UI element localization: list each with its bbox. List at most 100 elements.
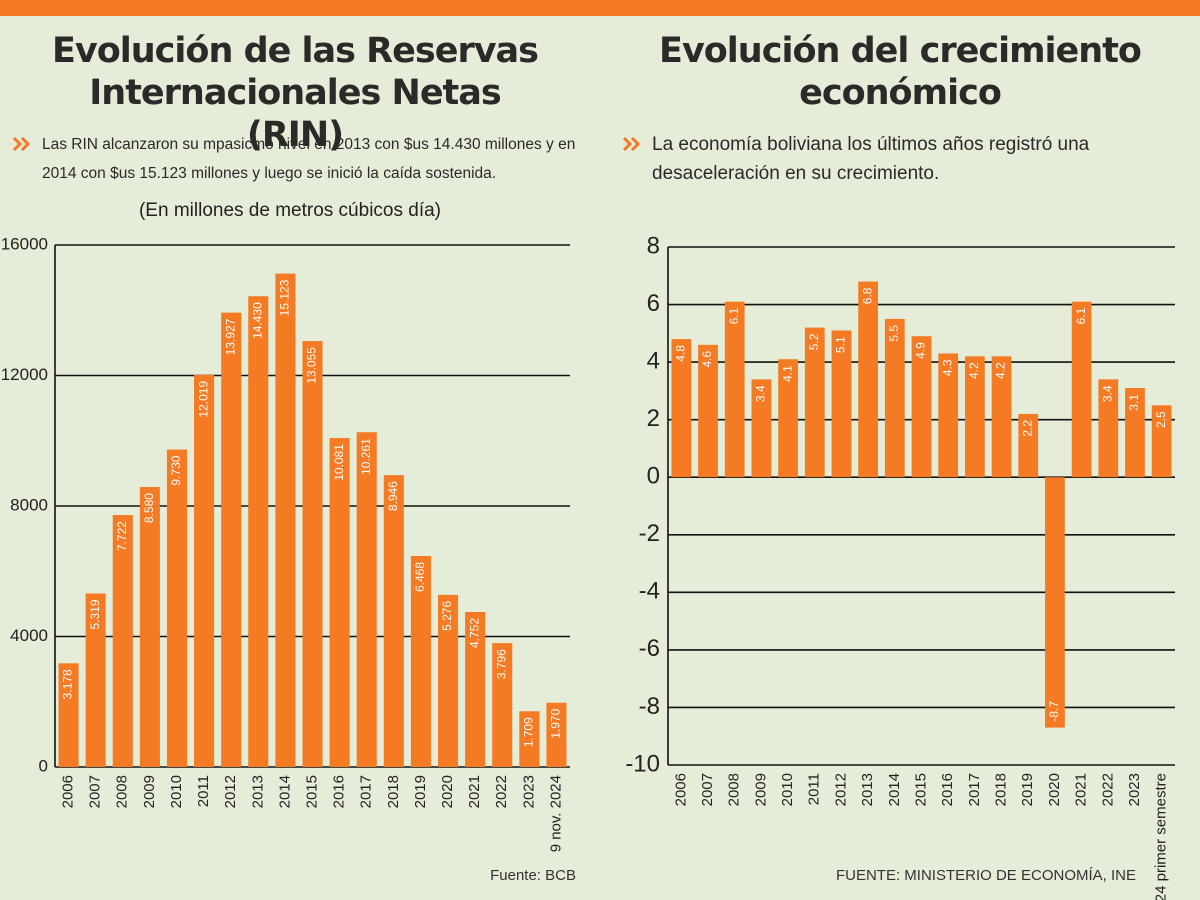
bar xyxy=(465,611,486,767)
x-tick-label: 2023 xyxy=(1126,773,1143,806)
x-tick-label: 2019 xyxy=(1019,773,1036,806)
value-label: 15.123 xyxy=(278,279,292,316)
x-tick-label: 2010 xyxy=(168,775,185,808)
bar xyxy=(302,341,323,767)
bar xyxy=(437,594,459,767)
bar xyxy=(751,379,772,478)
value-label: 4.6 xyxy=(700,351,714,368)
value-label: 4.2 xyxy=(994,362,1008,379)
bar xyxy=(991,356,1012,478)
value-label: 8.946 xyxy=(386,481,400,511)
y-tick-label: 2 xyxy=(647,405,660,432)
bar xyxy=(410,555,431,767)
bar xyxy=(831,330,852,478)
bar xyxy=(1151,405,1172,478)
x-tick-label: 2020 xyxy=(1046,773,1063,806)
bar xyxy=(698,344,718,478)
x-tick-label: 2010 xyxy=(779,773,796,806)
value-label: 5.319 xyxy=(88,599,102,629)
value-label: 5.2 xyxy=(807,333,821,350)
x-tick-label: 2017 xyxy=(358,775,375,808)
value-label: 3.4 xyxy=(1100,385,1114,402)
x-tick-label: 2019 xyxy=(412,775,429,808)
x-tick-label: 2017 xyxy=(966,773,983,806)
y-tick-label: -4 xyxy=(639,578,660,605)
bar xyxy=(884,318,905,478)
bar xyxy=(166,449,188,767)
bar xyxy=(329,438,350,767)
x-tick-label: 2023 xyxy=(520,775,537,808)
x-tick-label: 2020 xyxy=(439,775,456,808)
x-tick-label: 2021 xyxy=(466,775,483,808)
x-tick-label: 2015 xyxy=(912,773,929,806)
bar xyxy=(911,336,932,478)
value-label: 1.970 xyxy=(549,708,563,738)
value-label: 4.8 xyxy=(674,345,688,362)
value-label: 5.276 xyxy=(440,601,454,631)
value-label: 4.9 xyxy=(914,342,928,359)
value-label: 6.468 xyxy=(413,562,427,592)
y-tick-label: 4000 xyxy=(10,626,48,645)
x-tick-label: 2024 primer semestre xyxy=(1153,773,1170,900)
value-label: 3.796 xyxy=(494,649,508,679)
value-label: 2.2 xyxy=(1020,420,1034,437)
value-label: 6.8 xyxy=(860,287,874,304)
bar xyxy=(383,475,404,767)
x-tick-label: 9 nov. 2024 xyxy=(547,775,564,852)
x-tick-label: 2022 xyxy=(1099,773,1116,806)
bar xyxy=(492,643,513,767)
value-label: 10.081 xyxy=(332,444,346,481)
x-tick-label: 2011 xyxy=(195,775,212,807)
x-tick-label: 2006 xyxy=(672,773,689,806)
value-label: 1.709 xyxy=(522,717,536,747)
value-label: 10.261 xyxy=(359,438,373,475)
x-tick-label: 2015 xyxy=(303,775,320,808)
bar xyxy=(724,301,745,478)
subtitle-text: Las RIN alcanzaron su mpasicmo nivel en … xyxy=(42,136,576,182)
y-tick-label: -2 xyxy=(639,520,660,547)
value-label: 4.2 xyxy=(967,362,981,379)
value-label: 9.730 xyxy=(169,455,183,485)
value-label: 3.4 xyxy=(754,385,768,402)
bar xyxy=(778,359,798,478)
x-tick-label: 2008 xyxy=(114,775,131,808)
x-tick-label: 2008 xyxy=(726,773,743,806)
chevrons xyxy=(622,136,641,152)
value-label: 13.055 xyxy=(305,347,319,384)
source: FUENTE: MINISTERIO DE ECONOMÍA, INE xyxy=(836,867,1136,884)
x-tick-label: 2012 xyxy=(222,775,239,808)
value-label: -8.7 xyxy=(1047,701,1061,722)
x-tick-label: 2011 xyxy=(806,773,823,805)
x-tick-label: 2012 xyxy=(832,773,849,806)
x-tick-label: 2013 xyxy=(859,773,876,806)
bar xyxy=(1098,379,1119,478)
bar xyxy=(194,374,215,767)
x-tick-label: 2009 xyxy=(752,773,769,806)
bar xyxy=(1018,413,1039,478)
subtitle-text: La economía boliviana los últimos años r… xyxy=(652,134,1090,184)
x-tick-label: 2021 xyxy=(1073,773,1090,806)
y-tick-label: 12000 xyxy=(1,365,48,384)
value-label: 8.580 xyxy=(142,493,156,523)
x-tick-label: 2007 xyxy=(87,775,104,808)
bar xyxy=(671,339,692,478)
bar xyxy=(112,515,133,767)
top-bar xyxy=(0,0,1200,16)
bar xyxy=(1045,477,1065,728)
bar xyxy=(248,296,269,767)
y-tick-label: 0 xyxy=(39,756,48,775)
bar xyxy=(139,487,160,767)
x-tick-label: 2007 xyxy=(699,773,716,806)
x-tick-label: 2009 xyxy=(141,775,158,808)
y-tick-label: -8 xyxy=(639,693,660,720)
x-tick-label: 2018 xyxy=(385,775,402,808)
y-tick-label: -6 xyxy=(639,635,660,662)
bar xyxy=(58,663,79,767)
y-tick-label: 0 xyxy=(647,463,660,490)
chevrons xyxy=(12,136,31,152)
bar xyxy=(221,312,242,767)
bar xyxy=(85,593,106,767)
x-tick-label: 2013 xyxy=(249,775,266,808)
